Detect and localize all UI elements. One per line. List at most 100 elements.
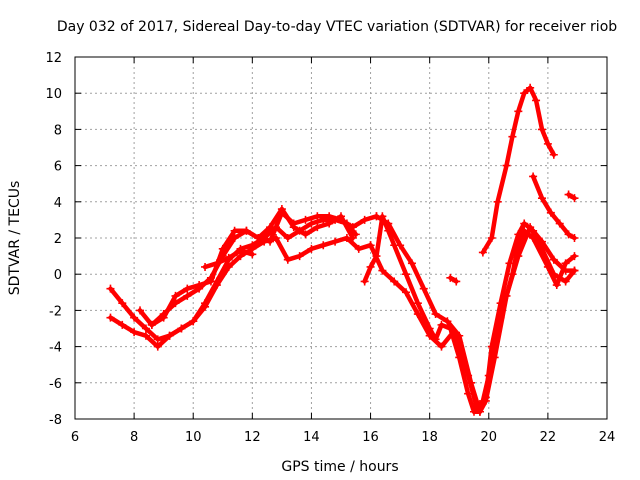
data-point [266, 237, 275, 246]
series-track-4 [147, 205, 357, 329]
data-point [532, 96, 541, 105]
x-axis-title: GPS time / hours [281, 459, 398, 475]
data-point [505, 259, 514, 268]
data-point [301, 230, 310, 239]
data-point [396, 241, 405, 250]
data-point [431, 310, 440, 319]
data-point [402, 288, 411, 297]
data-point [283, 234, 292, 242]
data-point [118, 299, 127, 308]
data-point [266, 223, 275, 232]
data-point [136, 306, 145, 315]
data-point [141, 324, 150, 333]
data-point [224, 262, 233, 271]
data-point [402, 270, 411, 279]
data-point [201, 302, 210, 311]
data-point [230, 226, 239, 235]
data-point [437, 342, 446, 351]
y-tick-label: 10 [45, 87, 62, 102]
data-point [549, 150, 558, 159]
data-point [425, 331, 434, 340]
data-point [549, 255, 558, 264]
data-point [331, 237, 340, 246]
series-track-9 [478, 83, 558, 257]
data-point [561, 277, 570, 286]
data-point [295, 252, 304, 261]
data-point [360, 215, 369, 224]
data-point [224, 253, 233, 262]
data-point [452, 277, 461, 286]
data-point [177, 324, 186, 333]
data-point [195, 281, 204, 290]
y-tick-label: -2 [49, 304, 62, 319]
data-point [372, 212, 381, 221]
series-track-8 [372, 212, 579, 416]
y-tick-label: 6 [54, 160, 62, 175]
data-point [106, 284, 115, 293]
x-tick-label: 24 [599, 430, 616, 445]
data-point [325, 212, 334, 221]
data-point [130, 313, 139, 322]
series-track-11 [446, 273, 461, 286]
y-tick-label: -8 [49, 413, 62, 428]
data-point [147, 320, 156, 329]
data-point [407, 259, 416, 268]
data-point [561, 259, 570, 268]
data-point [212, 281, 221, 290]
data-point [384, 219, 393, 228]
data-point [254, 234, 263, 242]
data-point [201, 262, 210, 271]
data-point [106, 313, 115, 322]
series-line [480, 85, 557, 255]
data-point [564, 190, 573, 199]
data-point [378, 266, 387, 275]
data-point [502, 161, 511, 170]
data-point [248, 250, 257, 259]
data-point [549, 270, 558, 279]
data-point [546, 208, 555, 217]
chart-title: Day 032 of 2017, Sidereal Day-to-day VTE… [57, 19, 617, 35]
data-point [189, 317, 198, 326]
data-point [218, 244, 227, 253]
x-tick-label: 22 [540, 430, 557, 445]
data-point [487, 234, 496, 242]
data-point [307, 219, 316, 228]
data-point [165, 331, 174, 340]
x-tick-label: 8 [130, 430, 138, 445]
y-tick-label: 4 [54, 196, 62, 211]
x-tick-label: 12 [244, 430, 261, 445]
data-point [490, 353, 499, 362]
data-point [526, 83, 535, 92]
data-point [153, 342, 162, 351]
data-point [520, 89, 529, 98]
data-point [508, 132, 517, 141]
data-point [570, 266, 579, 275]
series-layer [106, 83, 579, 416]
data-point [390, 277, 399, 286]
x-tick-label: 14 [303, 430, 320, 445]
data-point [526, 223, 535, 232]
data-point [366, 262, 375, 271]
data-point [467, 378, 476, 387]
data-point [475, 407, 484, 416]
x-tick-label: 20 [481, 430, 498, 445]
x-tick-label: 18 [421, 430, 438, 445]
data-point [153, 335, 162, 344]
data-point [319, 241, 328, 250]
data-point [564, 230, 573, 239]
data-point [419, 284, 428, 293]
y-tick-label: 12 [45, 51, 62, 66]
data-point [537, 194, 546, 203]
series-track-5 [201, 246, 257, 271]
data-point [171, 291, 180, 300]
data-point [354, 244, 363, 253]
data-point [183, 284, 192, 293]
data-point [502, 291, 511, 300]
data-point [437, 320, 446, 329]
data-point [455, 331, 464, 340]
data-point [529, 172, 538, 181]
data-point [283, 255, 292, 264]
data-point [552, 281, 561, 290]
data-point [206, 277, 215, 286]
